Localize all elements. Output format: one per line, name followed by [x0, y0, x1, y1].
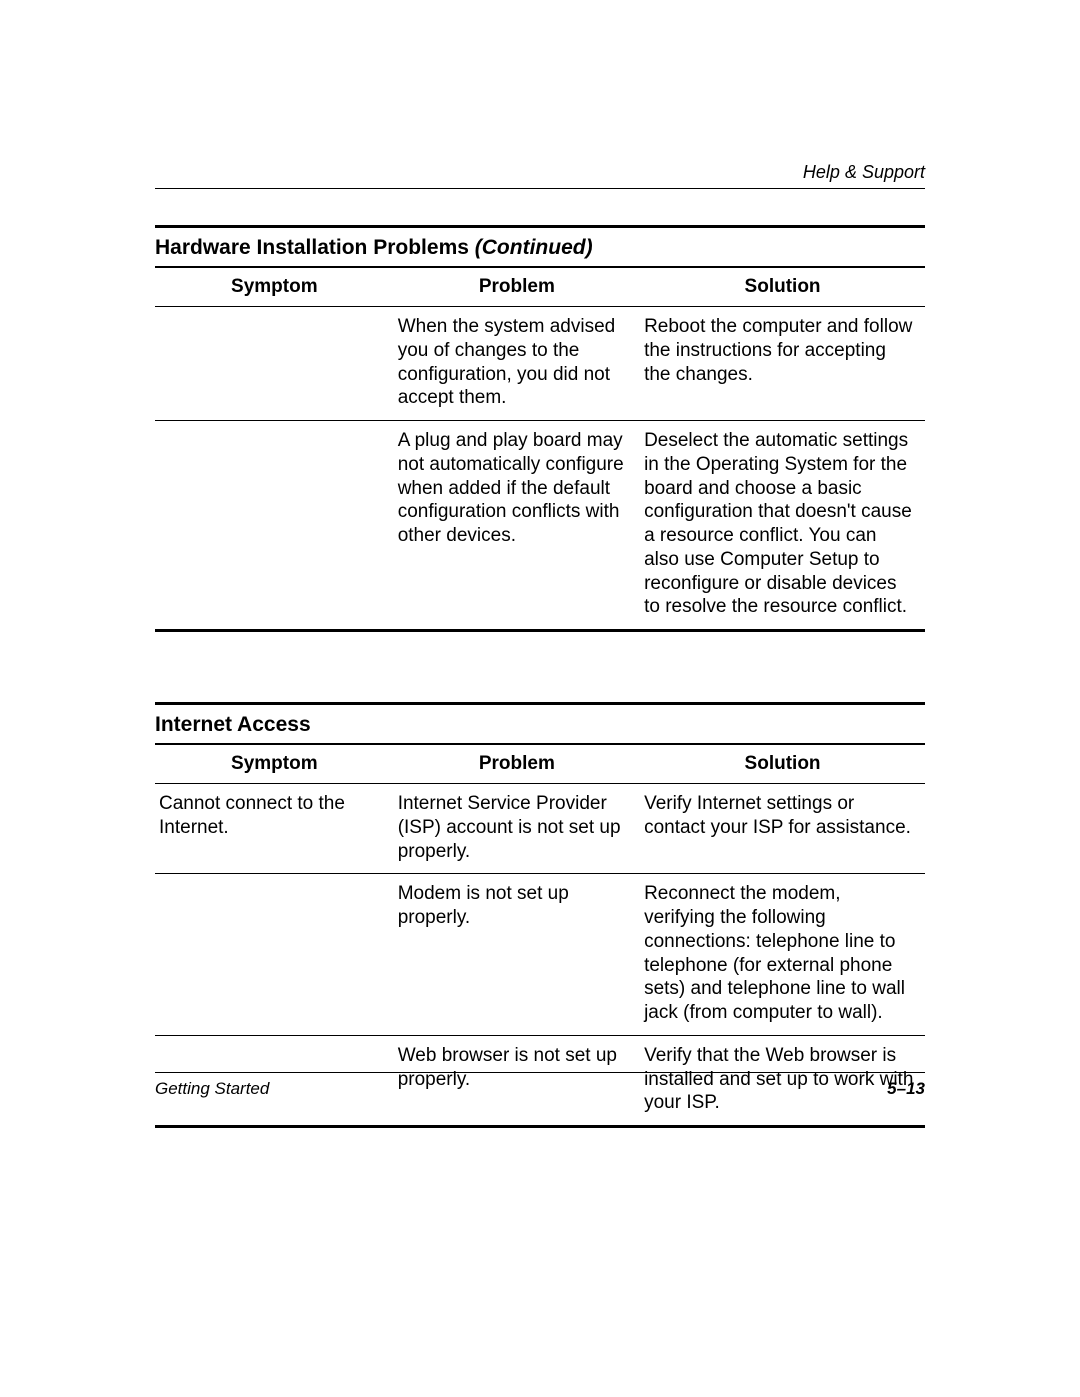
troubleshoot-table: Symptom Problem Solution Cannot connect … [155, 745, 925, 1128]
col-symptom: Symptom [155, 745, 394, 784]
table-row: Modem is not set up properly. Reconnect … [155, 874, 925, 1036]
table-header-row: Symptom Problem Solution [155, 745, 925, 784]
section-top-rule [155, 225, 925, 228]
table-header-row: Symptom Problem Solution [155, 268, 925, 307]
cell-problem: Internet Service Provider (ISP) account … [394, 784, 640, 874]
cell-problem: Modem is not set up properly. [394, 874, 640, 1036]
cell-problem: When the system advised you of changes t… [394, 307, 640, 421]
cell-symptom: Cannot connect to the Internet. [155, 784, 394, 874]
section-hardware-installation: Hardware Installation Problems (Continue… [155, 225, 925, 632]
section-title-main: Internet Access [155, 713, 311, 736]
section-title: Internet Access [155, 713, 925, 737]
content-area: Hardware Installation Problems (Continue… [155, 225, 925, 1198]
cell-solution: Reboot the computer and follow the instr… [640, 307, 925, 421]
col-problem: Problem [394, 745, 640, 784]
footer-row: Getting Started 5–13 [155, 1079, 925, 1099]
table-row: When the system advised you of changes t… [155, 307, 925, 421]
section-internet-access: Internet Access Symptom Problem Solution… [155, 702, 925, 1128]
section-title: Hardware Installation Problems (Continue… [155, 236, 925, 260]
col-symptom: Symptom [155, 268, 394, 307]
section-top-rule [155, 702, 925, 705]
col-solution: Solution [640, 745, 925, 784]
footer-left: Getting Started [155, 1079, 269, 1099]
section-title-continued: (Continued) [475, 236, 593, 259]
footer-rule [155, 1072, 925, 1073]
header-rule [155, 188, 925, 189]
cell-solution: Verify Internet settings or contact your… [640, 784, 925, 874]
cell-symptom [155, 874, 394, 1036]
page: Help & Support Hardware Installation Pro… [0, 0, 1080, 1397]
table-row: A plug and play board may not automatica… [155, 421, 925, 631]
troubleshoot-table: Symptom Problem Solution When the system… [155, 268, 925, 632]
cell-problem: A plug and play board may not automatica… [394, 421, 640, 631]
table-row: Cannot connect to the Internet. Internet… [155, 784, 925, 874]
running-head: Help & Support [803, 162, 925, 183]
cell-symptom [155, 421, 394, 631]
col-problem: Problem [394, 268, 640, 307]
cell-solution: Deselect the automatic settings in the O… [640, 421, 925, 631]
cell-solution: Reconnect the modem, verifying the follo… [640, 874, 925, 1036]
cell-symptom [155, 307, 394, 421]
page-footer: Getting Started 5–13 [155, 1072, 925, 1099]
col-solution: Solution [640, 268, 925, 307]
section-title-main: Hardware Installation Problems [155, 236, 475, 259]
footer-page-number: 5–13 [887, 1079, 925, 1099]
